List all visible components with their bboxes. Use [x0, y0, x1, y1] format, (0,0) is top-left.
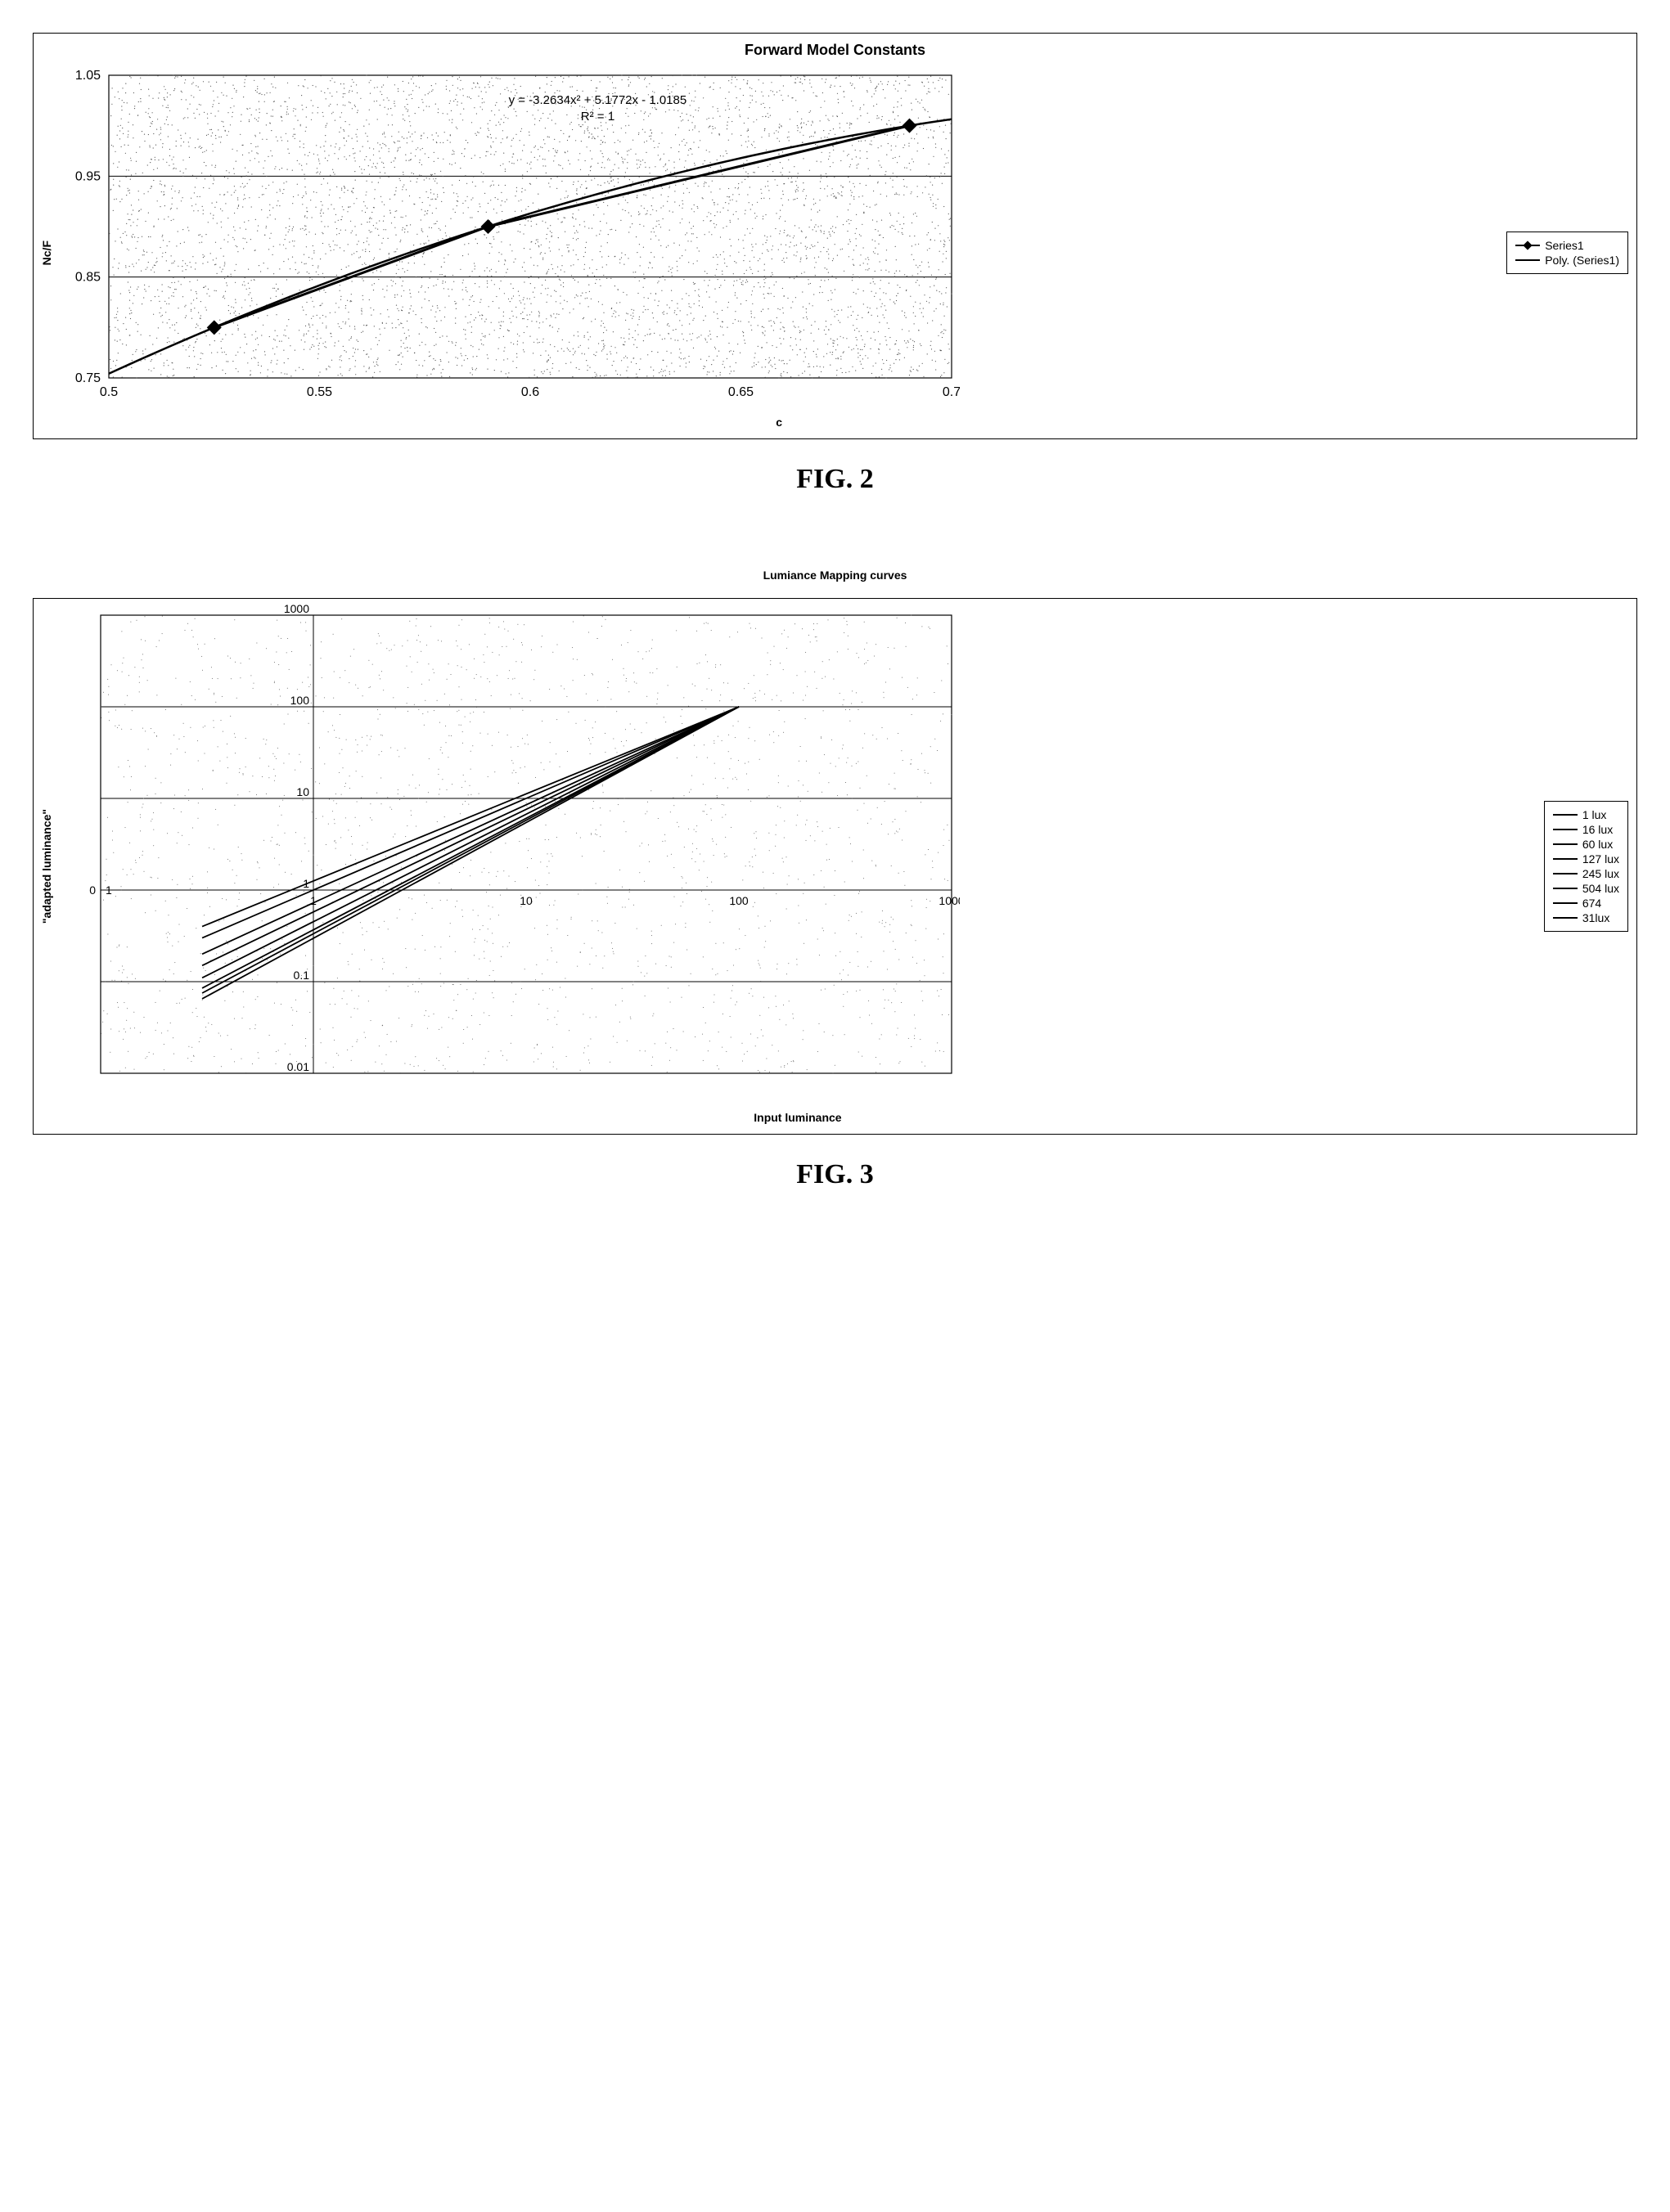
legend-label: 504 lux — [1582, 882, 1619, 895]
legend-item: 674 — [1553, 897, 1619, 910]
fig2-chart-box: Forward Model Constants Nc/F 0.75 0.85 0.9… — [33, 33, 1637, 439]
legend-item: 504 lux — [1553, 882, 1619, 895]
fig2-ylabel: Nc/F — [34, 241, 60, 265]
fig3-chart-box: "adapted luminance" 0.010.11101001000011… — [33, 598, 1637, 1135]
svg-text:0.95: 0.95 — [75, 169, 101, 183]
legend-label: Series1 — [1545, 239, 1583, 252]
fig3-caption: FIG. 3 — [33, 1159, 1637, 1190]
fig3-xlabel: Input luminance — [60, 1106, 1536, 1134]
legend-item: 16 lux — [1553, 823, 1619, 836]
legend-swatch-line-icon — [1553, 888, 1578, 889]
svg-text:0.55: 0.55 — [307, 385, 332, 399]
legend-swatch-line-icon — [1553, 814, 1578, 816]
legend-item-poly: Poly. (Series1) — [1515, 254, 1619, 267]
legend-swatch-marker-icon — [1515, 245, 1540, 246]
legend-swatch-line-icon — [1553, 843, 1578, 845]
legend-item: 245 lux — [1553, 867, 1619, 880]
legend-label: 16 lux — [1582, 823, 1613, 836]
legend-label: 674 — [1582, 897, 1601, 910]
legend-swatch-line-icon — [1553, 858, 1578, 860]
fig3-plot-wrap: 0.010.11101001000011101001000 Input lumi… — [60, 599, 1536, 1134]
legend-swatch-line-icon — [1515, 259, 1540, 261]
svg-text:0.7: 0.7 — [943, 385, 960, 399]
fig3-chart-area: "adapted luminance" 0.010.11101001000011… — [34, 599, 1636, 1134]
legend-swatch-line-icon — [1553, 902, 1578, 904]
fig3-plot: 0.010.11101001000011101001000 — [60, 599, 960, 1106]
fig2-title: Forward Model Constants — [34, 34, 1636, 67]
legend-label: 31lux — [1582, 911, 1609, 924]
fig3-title: Lumiance Mapping curves — [33, 560, 1637, 598]
legend-label: 245 lux — [1582, 867, 1619, 880]
figure-2-container: Forward Model Constants Nc/F 0.75 0.85 0.9… — [33, 33, 1637, 495]
fig2-caption: FIG. 2 — [33, 464, 1637, 495]
legend-label: Poly. (Series1) — [1545, 254, 1619, 267]
fig2-plot-wrap: 0.750.850.951.050.50.550.60.650.7y = -3.… — [60, 67, 1498, 438]
fig2-xlabel: c — [60, 411, 1498, 438]
legend-swatch-line-icon — [1553, 917, 1578, 919]
legend-swatch-line-icon — [1553, 873, 1578, 874]
fig2-chart-area: Nc/F 0.750.850.951.050.50.550.60.650.7y … — [34, 67, 1636, 438]
legend-item-series1: Series1 — [1515, 239, 1619, 252]
fig2-plot: 0.750.850.951.050.50.550.60.650.7y = -3.… — [60, 67, 960, 411]
fig2-legend: Series1 Poly. (Series1) — [1506, 232, 1628, 274]
legend-label: 60 lux — [1582, 838, 1613, 851]
svg-text:0.85: 0.85 — [75, 271, 101, 285]
svg-text:0.75: 0.75 — [75, 371, 101, 385]
svg-text:0.6: 0.6 — [521, 385, 539, 399]
svg-text:0.65: 0.65 — [728, 385, 754, 399]
legend-item: 31lux — [1553, 911, 1619, 924]
legend-item: 127 lux — [1553, 852, 1619, 865]
legend-swatch-line-icon — [1553, 829, 1578, 830]
legend-item: 60 lux — [1553, 838, 1619, 851]
svg-text:1.05: 1.05 — [75, 69, 101, 83]
fig3-ylabel: "adapted luminance" — [34, 809, 60, 924]
fig3-legend: 1 lux 16 lux 60 lux127 lux 245 lux 504 lux 67… — [1544, 801, 1628, 932]
legend-label: 1 lux — [1582, 808, 1607, 821]
legend-label: 127 lux — [1582, 852, 1619, 865]
figure-3-container: Lumiance Mapping curves "adapted luminan… — [33, 560, 1637, 1190]
svg-text:0.5: 0.5 — [100, 385, 118, 399]
legend-item: 1 lux — [1553, 808, 1619, 821]
